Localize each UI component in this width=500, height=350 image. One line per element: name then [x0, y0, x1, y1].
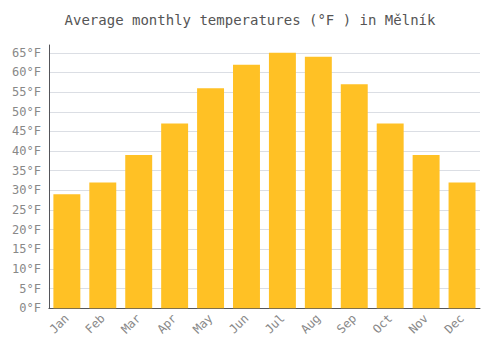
svg-text:Average monthly temperatures (: Average monthly temperatures (°F ) in Mě…	[65, 12, 436, 28]
svg-text:35°F: 35°F	[12, 164, 41, 178]
svg-text:Jul: Jul	[262, 311, 287, 336]
svg-text:50°F: 50°F	[12, 105, 41, 119]
svg-text:25°F: 25°F	[12, 203, 41, 217]
svg-text:Nov: Nov	[406, 311, 431, 336]
svg-text:40°F: 40°F	[12, 144, 41, 158]
svg-text:Mar: Mar	[118, 311, 143, 336]
svg-text:Feb: Feb	[83, 311, 108, 336]
svg-text:0°F: 0°F	[19, 301, 41, 315]
svg-text:60°F: 60°F	[12, 65, 41, 79]
svg-text:20°F: 20°F	[12, 223, 41, 237]
svg-text:Sep: Sep	[334, 311, 359, 336]
svg-text:Jun: Jun	[226, 311, 251, 336]
svg-text:Dec: Dec	[442, 311, 467, 336]
svg-text:65°F: 65°F	[12, 46, 41, 60]
svg-text:Jan: Jan	[47, 311, 72, 336]
svg-text:Aug: Aug	[298, 311, 323, 336]
svg-text:30°F: 30°F	[12, 183, 41, 197]
svg-text:10°F: 10°F	[12, 262, 41, 276]
svg-text:5°F: 5°F	[19, 282, 41, 296]
svg-text:15°F: 15°F	[12, 242, 41, 256]
svg-text:Oct: Oct	[370, 311, 395, 336]
svg-text:Apr: Apr	[154, 311, 179, 336]
svg-text:55°F: 55°F	[12, 85, 41, 99]
svg-text:45°F: 45°F	[12, 124, 41, 138]
svg-text:May: May	[190, 311, 215, 336]
